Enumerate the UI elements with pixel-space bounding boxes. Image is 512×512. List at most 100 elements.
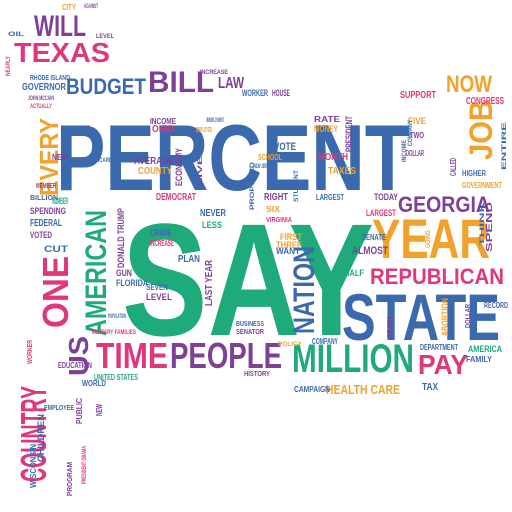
word-health-care: HEALTH CARE bbox=[326, 382, 400, 397]
word-live: AGAINST bbox=[84, 4, 98, 10]
word-dollar: DOLLAR bbox=[465, 304, 472, 328]
word-entire: NEW JERSEY bbox=[254, 164, 272, 170]
word-republican: REPUBLICAN bbox=[370, 264, 504, 289]
word-democrat: DEMOCRAT bbox=[156, 192, 196, 203]
word-children: CHILDREN bbox=[36, 414, 46, 462]
word-right: RIGHT bbox=[264, 192, 288, 203]
word-think: POPULATION bbox=[108, 314, 126, 320]
word-barack-obama: SPEND bbox=[485, 202, 494, 252]
word-nearly: PUBLIC bbox=[75, 398, 84, 424]
word-higher: INCREASE bbox=[150, 239, 174, 248]
word-billion: COMPANY bbox=[312, 337, 338, 346]
word-five: FIVE bbox=[408, 116, 426, 126]
word-spend: LEVEL bbox=[146, 292, 172, 302]
word-oil: NEW bbox=[95, 404, 104, 416]
word-senate: SENATE bbox=[362, 233, 386, 242]
word-tax: TAX bbox=[422, 382, 438, 393]
word-budget: BUDGET bbox=[66, 74, 146, 99]
word-new-jersey: SHOW bbox=[270, 130, 294, 136]
word-spent: MEMBER bbox=[36, 183, 56, 190]
word-say: SAY bbox=[122, 190, 374, 369]
word-law: LAW bbox=[218, 75, 245, 92]
word-people: PEOPLE bbox=[170, 335, 282, 376]
word-two: TWO bbox=[410, 131, 424, 140]
word-georgia: GEORGIA bbox=[398, 192, 490, 217]
word-texas: TEXAS bbox=[14, 37, 110, 68]
word-spending: SPENDING bbox=[30, 206, 66, 216]
word-month: MONTH bbox=[318, 152, 348, 163]
word-economy: LIVE bbox=[198, 156, 204, 186]
word-going: SPENT bbox=[72, 126, 90, 132]
word-school: SCHOOL bbox=[258, 153, 282, 162]
word-virginia: VIRGINIA bbox=[266, 217, 292, 224]
word-cost: DOLLAR bbox=[406, 149, 424, 158]
word-government: GOVERNMENT bbox=[462, 181, 502, 190]
word-half: HALF bbox=[344, 268, 364, 278]
word-average: AVERAGE bbox=[134, 156, 174, 167]
word-even: CALLED bbox=[449, 158, 458, 176]
word-health-insurance: ENTIRE bbox=[502, 122, 508, 170]
word-military-families: MILITARY FAMILIES bbox=[92, 330, 136, 336]
word-thats: UNEMPLOYMENT bbox=[206, 118, 224, 124]
word-florida: FLORIDA bbox=[116, 278, 148, 288]
word-program: PROGRAM bbox=[67, 462, 74, 496]
word-will: WILL bbox=[34, 10, 86, 43]
word-education: EDUCATION bbox=[58, 361, 92, 370]
word-member: INCOME bbox=[150, 117, 177, 126]
word-income: INCOME bbox=[402, 140, 408, 162]
word-actually: JOHN MCCAIN bbox=[28, 96, 54, 102]
word-take: EMPLOYED bbox=[196, 127, 212, 134]
word-seven: SEVEN bbox=[146, 283, 168, 292]
word-family: FAMILY bbox=[466, 355, 493, 364]
word-department: DEPARTMENT bbox=[420, 343, 458, 352]
word-record: RECORD bbox=[484, 301, 508, 310]
word-crime: CRIME bbox=[150, 228, 172, 238]
word-time: TIME bbox=[96, 335, 168, 376]
word-governor: GOVERNOR bbox=[22, 82, 67, 93]
word-money: MONEY bbox=[314, 124, 338, 134]
word-ohio: OHIO bbox=[152, 124, 174, 135]
word-called: ACTUALLY bbox=[30, 104, 52, 110]
word-proposed: POLICY bbox=[278, 342, 302, 348]
word-cut: NUMBER bbox=[52, 196, 68, 206]
word-debt: VOTED bbox=[30, 230, 52, 240]
word-show: GOING bbox=[425, 230, 432, 248]
word-trillion: BILLION bbox=[30, 195, 58, 202]
word-rate: HOUSE bbox=[272, 88, 290, 98]
word-business: BUSINESS bbox=[236, 321, 264, 328]
word-taxes: TAXES bbox=[328, 166, 356, 177]
word-today: TODAY bbox=[374, 192, 398, 202]
word-united-states: UNITED STATES bbox=[94, 373, 138, 382]
word-wisconsin: WISCONSIN bbox=[29, 444, 38, 488]
word-one: ONE bbox=[35, 256, 76, 328]
word-plan: PLAN bbox=[178, 254, 200, 265]
word-america: AMERICA bbox=[468, 344, 502, 354]
word-house: WORKER bbox=[242, 88, 268, 98]
word-three: THREE bbox=[276, 240, 302, 250]
word-us: US bbox=[63, 336, 94, 376]
word-increase: INCREASE bbox=[200, 70, 228, 76]
word-population: PRESIDENT OBAMA bbox=[82, 446, 88, 484]
word-voted: CUT bbox=[44, 244, 69, 254]
word-created: MEDICARE bbox=[88, 158, 112, 164]
word-company: COMPANY bbox=[408, 120, 414, 146]
word-vote: VOTE bbox=[274, 141, 296, 153]
word-office: NEARLY bbox=[6, 56, 12, 76]
word-senator: SENATOR bbox=[236, 329, 264, 336]
word-president: PRESIDENT bbox=[344, 116, 354, 152]
word-weve: OIL bbox=[8, 32, 25, 38]
word-rhode-island: RHODE ISLAND bbox=[30, 75, 70, 82]
word-city: CITY bbox=[62, 3, 77, 12]
word-bill: BILL bbox=[148, 66, 214, 99]
word-world: WORLD bbox=[82, 379, 106, 388]
word-job: JOB bbox=[463, 100, 499, 160]
word-country: COUNTRY bbox=[13, 386, 54, 482]
word-nation: NATION bbox=[288, 246, 321, 334]
word-donald-trump: DONALD TRUMP bbox=[116, 208, 126, 268]
word-new: NEW bbox=[52, 153, 68, 162]
word-less: LESS bbox=[202, 220, 222, 230]
word-student: RATE bbox=[314, 115, 341, 124]
word-abortion: ABORTION bbox=[440, 298, 450, 336]
word-first: FIRST bbox=[280, 232, 302, 242]
